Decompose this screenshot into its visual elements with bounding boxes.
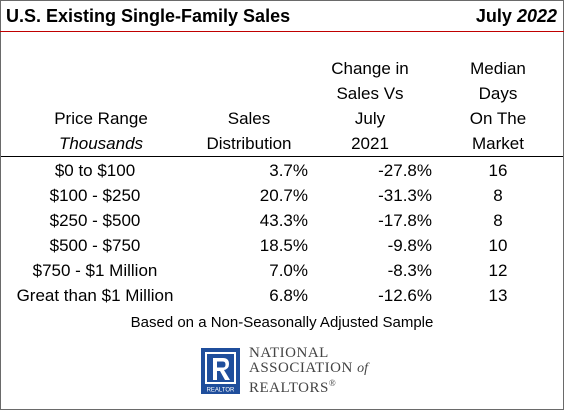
cell-median-days: 8 <box>493 186 503 205</box>
logo-line-association: ASSOCIATION of <box>249 360 368 377</box>
realtor-r-logo-icon: REALTOR <box>201 348 240 394</box>
cell-price-range: $750 - $1 Million <box>32 261 158 280</box>
table-row: $750 - $1 Million 7.0% -8.3% 12 <box>0 258 564 283</box>
header-change-line2: Sales Vs <box>336 84 404 103</box>
header-change-line1: Change in <box>331 59 409 78</box>
report-year: 2022 <box>516 6 557 26</box>
cell-median-days: 10 <box>488 236 508 255</box>
cell-distribution: 7.0% <box>269 261 308 280</box>
header-median-days: Median Days On The Market <box>448 56 548 156</box>
cell-change: -17.8% <box>378 211 432 230</box>
cell-median-days: 13 <box>488 286 508 305</box>
title-rule <box>0 31 564 32</box>
header-days-line1: Median <box>470 59 526 78</box>
header-sales-line1: Sales <box>227 109 271 128</box>
header-days-line2: Days <box>478 84 518 103</box>
cell-change: -31.3% <box>378 186 432 205</box>
logo-line-national: NATIONAL <box>249 345 329 361</box>
cell-distribution: 6.8% <box>269 286 308 305</box>
table-row: $0 to $100 3.7% -27.8% 16 <box>0 158 564 183</box>
footnote: Based on a Non-Seasonally Adjusted Sampl… <box>130 314 434 331</box>
header-sales-distribution: Sales Distribution <box>190 106 308 156</box>
sales-table: $0 to $100 3.7% -27.8% 16 $100 - $250 20… <box>0 158 564 308</box>
cell-distribution: 20.7% <box>259 186 308 205</box>
cell-price-range: Great than $1 Million <box>16 286 174 305</box>
cell-median-days: 16 <box>488 161 508 180</box>
table-row: $500 - $750 18.5% -9.8% 10 <box>0 233 564 258</box>
report-month: July <box>475 6 512 26</box>
header-price-range: Price Range Thousands <box>15 106 187 156</box>
header-separator <box>1 156 563 157</box>
table-row: $250 - $500 43.3% -17.8% 8 <box>0 208 564 233</box>
header-price-range-label: Price Range <box>54 109 148 128</box>
cell-distribution: 3.7% <box>269 161 308 180</box>
header-sales-line2: Distribution <box>206 134 292 153</box>
table-row: $100 - $250 20.7% -31.3% 8 <box>0 183 564 208</box>
cell-price-range: $250 - $500 <box>49 211 141 230</box>
title-bar: U.S. Existing Single-Family Sales July 2… <box>1 1 563 33</box>
logo-mark-text: REALTOR <box>207 388 235 394</box>
cell-change: -8.3% <box>387 261 432 280</box>
cell-price-range: $0 to $100 <box>54 161 136 180</box>
page-title: U.S. Existing Single-Family Sales <box>6 6 291 26</box>
header-change-line4: 2021 <box>351 134 389 153</box>
header-change-line3: July <box>354 109 386 128</box>
cell-median-days: 12 <box>488 261 508 280</box>
cell-median-days: 8 <box>493 211 503 230</box>
header-days-line3: On The <box>469 109 527 128</box>
cell-price-range: $500 - $750 <box>49 236 141 255</box>
nar-logo-text: NATIONAL ASSOCIATION of REALTORS® <box>249 346 368 396</box>
cell-distribution: 18.5% <box>259 236 308 255</box>
header-price-range-unit: Thousands <box>58 134 144 153</box>
cell-change: -9.8% <box>387 236 432 255</box>
header-days-line4: Market <box>472 134 524 153</box>
cell-change: -27.8% <box>378 161 432 180</box>
report-date: July 2022 <box>476 6 557 27</box>
table-row: Great than $1 Million 6.8% -12.6% 13 <box>0 283 564 308</box>
header-change: Change in Sales Vs July 2021 <box>315 56 425 156</box>
cell-distribution: 43.3% <box>259 211 308 230</box>
cell-change: -12.6% <box>378 286 432 305</box>
logo-line-realtors: REALTORS® <box>249 378 337 396</box>
cell-price-range: $100 - $250 <box>49 186 141 205</box>
